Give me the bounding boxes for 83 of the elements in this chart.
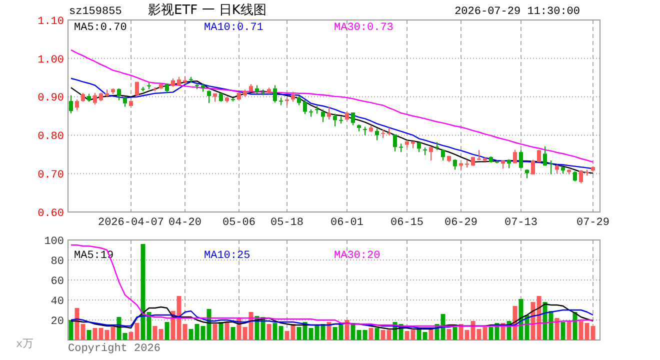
bar [230, 327, 236, 340]
candlestick [573, 170, 577, 182]
bar [344, 320, 350, 340]
y-tick-label: 0.90 [38, 92, 64, 105]
bar [554, 318, 560, 340]
text: MA10:25 [204, 250, 250, 262]
x-tick-label: 05-18 [270, 217, 304, 229]
bar [446, 329, 452, 340]
x-tick-label: 07-29 [576, 217, 610, 229]
candlestick [417, 142, 421, 153]
x-tick-label: 06-15 [390, 217, 424, 229]
candlestick [207, 90, 211, 104]
chart-title: 影视ETF 一 日K线图 [148, 3, 266, 18]
bar [68, 320, 74, 340]
candlestick [471, 156, 475, 166]
x-tick-label: 06-01 [330, 217, 364, 229]
y-tick-label: 100 [44, 236, 64, 248]
x-tick-label: 2026-04-07 [98, 217, 164, 229]
text: MA10:0.71 [204, 22, 264, 34]
bar [326, 322, 332, 340]
x-tick-label: 04-20 [168, 217, 202, 229]
y-tick-label: 1.00 [38, 54, 64, 66]
candlestick [375, 128, 379, 141]
bar [266, 324, 272, 340]
y-tick-label: 0.60 [38, 208, 64, 220]
candlestick [177, 76, 181, 87]
y-tick-label: 40 [50, 296, 64, 308]
bar [566, 321, 572, 340]
candlestick [519, 150, 523, 169]
candlestick [93, 92, 97, 105]
bar [368, 328, 374, 340]
x-tick-label: 05-06 [222, 217, 256, 229]
y-tick-label: 0.70 [38, 169, 64, 182]
candlestick [393, 134, 397, 152]
candlestick [165, 82, 169, 94]
candlestick [75, 98, 79, 111]
line-series [70, 309, 594, 329]
bar [560, 322, 566, 340]
text: MA30:0.73 [334, 22, 394, 34]
bar [428, 329, 434, 340]
candlestick [309, 108, 313, 118]
candlestick [549, 160, 553, 175]
candlestick [513, 149, 517, 164]
line-series [70, 49, 594, 163]
y-tick-label: 60 [50, 276, 64, 288]
candlestick [69, 94, 73, 114]
candlestick [303, 98, 307, 115]
candlestick [453, 158, 457, 170]
bar [86, 330, 92, 340]
candlestick [333, 113, 337, 127]
bar [212, 324, 218, 340]
bar [452, 327, 458, 340]
y-tick-label: 80 [50, 256, 64, 268]
bar [572, 312, 578, 340]
bar [164, 322, 170, 340]
y-axis-title: x万 [16, 338, 34, 351]
x-tick-label: 07-13 [504, 217, 538, 229]
candlestick [441, 148, 445, 162]
candlestick [351, 112, 355, 126]
text: MA5:0.70 [74, 22, 127, 34]
x-tick-label: 06-29 [444, 217, 478, 229]
y-tick-label: 0.80 [38, 131, 64, 144]
candlestick [429, 146, 433, 162]
candlestick [543, 146, 547, 166]
text: 2026-07-29 11:30:00 [454, 6, 580, 18]
y-tick-label: 1.10 [38, 16, 64, 28]
text: Copyright 2026 [68, 343, 160, 355]
bar [218, 322, 224, 340]
candlestick [123, 96, 127, 108]
candlestick [117, 88, 121, 101]
bar [374, 328, 380, 340]
candlestick [273, 84, 277, 104]
bar [224, 322, 230, 340]
candlestick [531, 159, 535, 175]
candlestick [579, 170, 583, 184]
text: MA30:20 [334, 250, 380, 262]
line-series [70, 244, 594, 327]
candlestick [327, 106, 331, 120]
chart-subtitle: sz159855 [69, 6, 122, 18]
y-tick-label: 20 [50, 316, 64, 328]
candlestick [291, 91, 295, 102]
candlestick [321, 108, 325, 123]
candlestick [297, 96, 301, 106]
